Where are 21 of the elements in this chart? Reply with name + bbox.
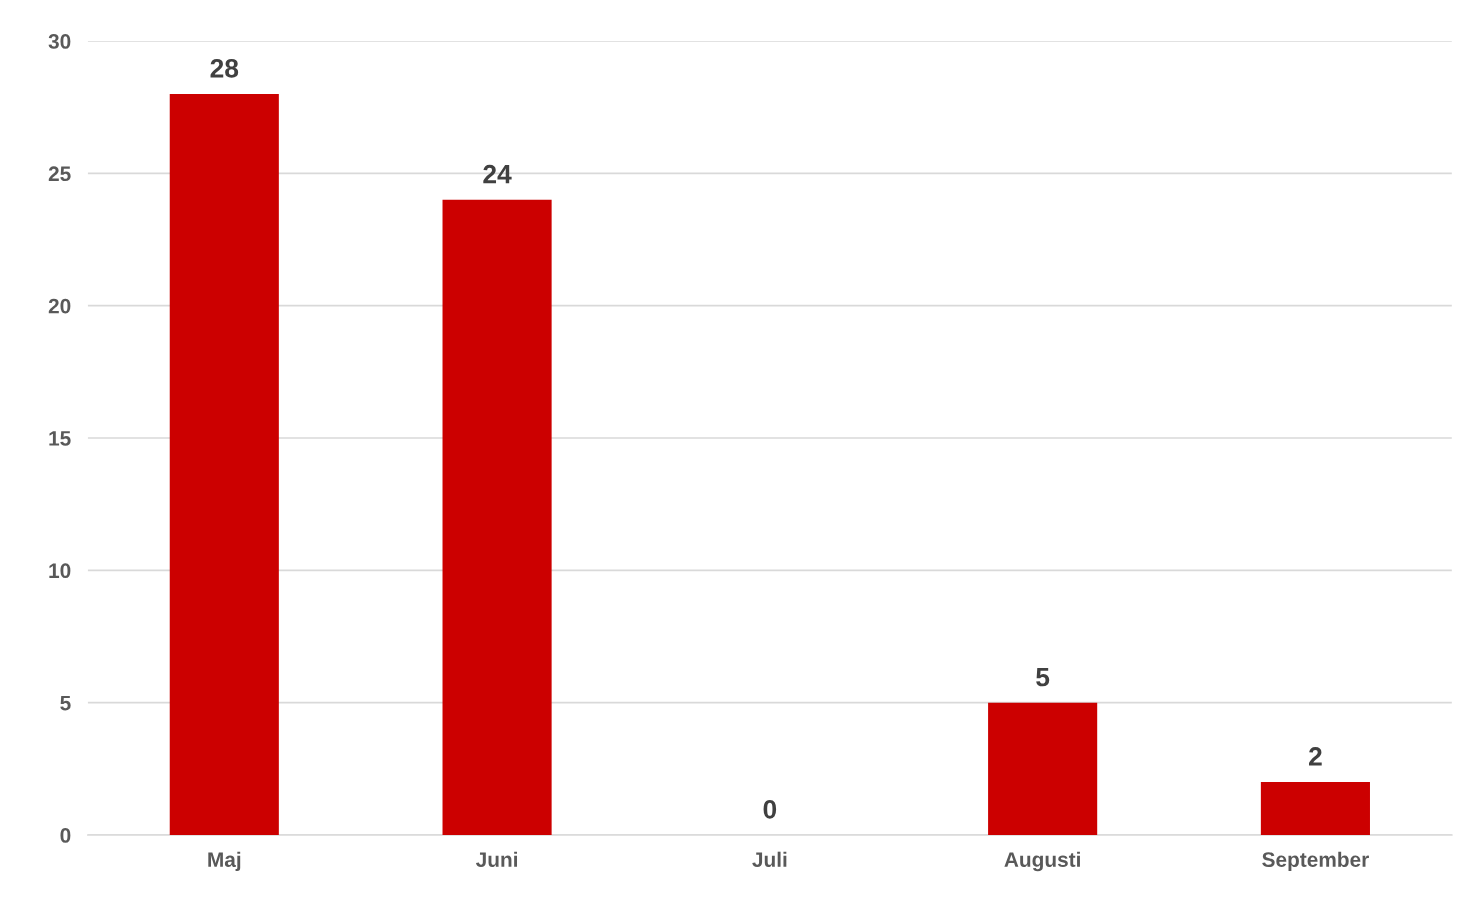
data-label: 24 <box>483 164 512 184</box>
data-label: 2 <box>1309 747 1322 766</box>
x-tick-label: Maj <box>208 851 241 872</box>
x-tick-label: Augusti <box>1004 851 1080 872</box>
data-label: 0 <box>763 800 777 819</box>
x-tick-label: Juli <box>752 851 787 867</box>
bar <box>1260 782 1370 836</box>
y-tick-label: 25 <box>48 166 71 182</box>
y-tick-label: 20 <box>48 298 71 314</box>
y-tick-label: 15 <box>49 431 71 446</box>
bar <box>169 93 279 836</box>
bar <box>442 199 552 836</box>
y-tick-label: 0 <box>60 828 71 843</box>
y-tick-label: 30 <box>48 34 71 49</box>
y-tick-label: 10 <box>49 563 71 579</box>
x-tick-label: September <box>1262 851 1369 872</box>
data-label: 28 <box>210 58 239 78</box>
bar <box>988 702 1098 836</box>
y-tick-label: 5 <box>60 695 71 711</box>
x-tick-label: Juni <box>475 851 518 867</box>
data-label: 5 <box>1036 667 1050 687</box>
